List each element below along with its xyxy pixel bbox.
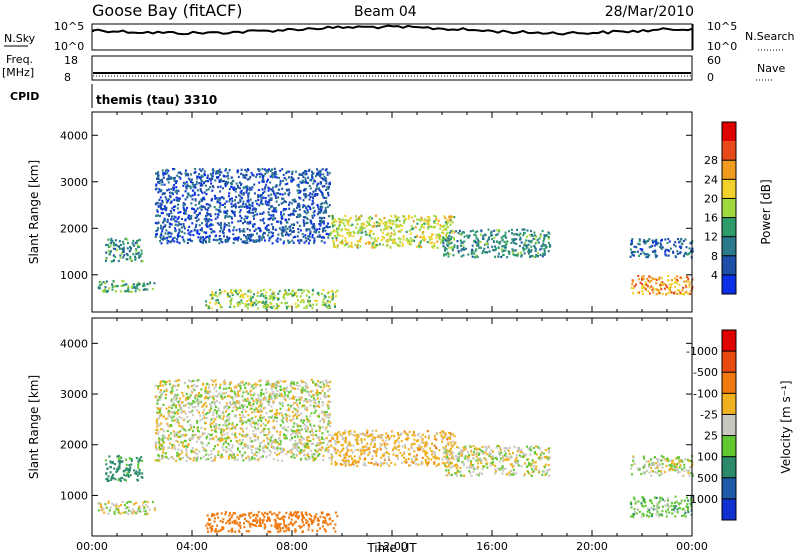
cpid-value: themis (tau) 3310 bbox=[96, 93, 217, 107]
noise-right-bottom-tick: 10^0 bbox=[707, 40, 737, 53]
nsky-label: N.Sky bbox=[4, 32, 36, 45]
freq-unit: [MHz] bbox=[2, 66, 34, 79]
x-tick-label: 16:00 bbox=[476, 540, 508, 553]
y-tick-label: 3000 bbox=[60, 176, 88, 189]
power-cbar-label: Power [dB] bbox=[759, 179, 773, 244]
colorbar-swatch bbox=[722, 351, 736, 372]
freq-label: Freq. bbox=[6, 53, 33, 66]
colorbar-swatch bbox=[722, 275, 736, 294]
colorbar-swatch bbox=[722, 179, 736, 198]
colorbar-tick-label: 12 bbox=[704, 231, 718, 244]
colorbar-tick-label: 4 bbox=[711, 269, 718, 282]
colorbar-swatch bbox=[722, 414, 736, 435]
colorbar-tick-label: -1000 bbox=[686, 345, 718, 358]
colorbar-tick-label: 100 bbox=[697, 451, 718, 464]
x-tick-label: 08:00 bbox=[276, 540, 308, 553]
x-tick-label: 04:00 bbox=[176, 540, 208, 553]
y-tick-label: 1000 bbox=[60, 269, 88, 282]
velocity-cbar-label: Velocity [m s⁻¹] bbox=[779, 380, 793, 473]
noise-panel: N.Sky 10^5 10^0 10^5 10^0 N.Search bbox=[4, 20, 795, 53]
y-tick-label: 2000 bbox=[60, 222, 88, 235]
colorbar-tick-label: 24 bbox=[704, 173, 718, 186]
power-ylabel: Slant Range [km] bbox=[27, 160, 41, 264]
colorbar-swatch bbox=[722, 436, 736, 457]
colorbar-swatch bbox=[722, 330, 736, 351]
nave-bottom-tick: 0 bbox=[707, 71, 714, 84]
colorbar-tick-label: 8 bbox=[711, 250, 718, 263]
power-colorbar: 4 8 12 16 20 24 28 bbox=[704, 122, 736, 294]
nsearch-label: N.Search bbox=[745, 30, 795, 43]
colorbar-swatch bbox=[722, 237, 736, 256]
velocity-ylabel: Slant Range [km] bbox=[27, 375, 41, 479]
freq-top-tick: 18 bbox=[64, 54, 78, 67]
power-panel: 1000 2000 3000 4000 Slant Range [km] 4 8 12 16… bbox=[27, 112, 773, 312]
y-tick-label: 2000 bbox=[60, 439, 88, 452]
noise-left-top-tick: 10^5 bbox=[54, 20, 84, 33]
station-title: Goose Bay (fitACF) bbox=[92, 1, 242, 20]
colorbar-swatch bbox=[722, 122, 736, 141]
colorbar-swatch bbox=[722, 198, 736, 217]
colorbar-swatch bbox=[722, 457, 736, 478]
colorbar-swatch bbox=[722, 499, 736, 520]
y-tick-label: 4000 bbox=[60, 129, 88, 142]
colorbar-swatch bbox=[722, 256, 736, 275]
nave-top-tick: 60 bbox=[707, 54, 721, 67]
velocity-xlabel: Time UT bbox=[366, 541, 417, 554]
x-tick-label: 20:00 bbox=[576, 540, 608, 553]
cpid-row: CPID themis (tau) 3310 bbox=[10, 84, 217, 108]
x-tick-label: 00:00 bbox=[76, 540, 108, 553]
colorbar-tick-label: 25 bbox=[704, 430, 718, 443]
freq-panel: Freq. [MHz] 18 8 60 0 Nave bbox=[2, 53, 785, 84]
colorbar-tick-label: 28 bbox=[704, 154, 718, 167]
colorbar-tick-label: 20 bbox=[704, 192, 718, 205]
noise-right-top-tick: 10^5 bbox=[707, 20, 737, 33]
x-tick-label: 00:00 bbox=[676, 540, 708, 553]
colorbar-tick-label: 16 bbox=[704, 212, 718, 225]
colorbar-swatch bbox=[722, 141, 736, 160]
freq-bottom-tick: 8 bbox=[64, 71, 71, 84]
y-tick-label: 1000 bbox=[60, 489, 88, 502]
colorbar-swatch bbox=[722, 478, 736, 499]
colorbar-swatch bbox=[722, 372, 736, 393]
colorbar-tick-label: 1000 bbox=[690, 493, 718, 506]
y-tick-label: 3000 bbox=[60, 388, 88, 401]
velocity-colorbar: 1000 500 100 25 -25 -100 -500 -1000 bbox=[686, 330, 736, 520]
y-tick-label: 4000 bbox=[60, 337, 88, 350]
colorbar-tick-label: -100 bbox=[693, 387, 718, 400]
colorbar-tick-label: -25 bbox=[700, 408, 718, 421]
beam-title: Beam 04 bbox=[354, 4, 417, 20]
colorbar-swatch bbox=[722, 160, 736, 179]
noise-left-bottom-tick: 10^0 bbox=[54, 40, 84, 53]
nave-label: Nave bbox=[757, 62, 785, 75]
colorbar-tick-label: -500 bbox=[693, 366, 718, 379]
date-title: 28/Mar/2010 bbox=[605, 4, 694, 20]
cpid-label: CPID bbox=[10, 90, 39, 103]
colorbar-swatch bbox=[722, 393, 736, 414]
colorbar-swatch bbox=[722, 218, 736, 237]
colorbar-tick-label: 500 bbox=[697, 472, 718, 485]
nsky-line bbox=[93, 26, 693, 35]
